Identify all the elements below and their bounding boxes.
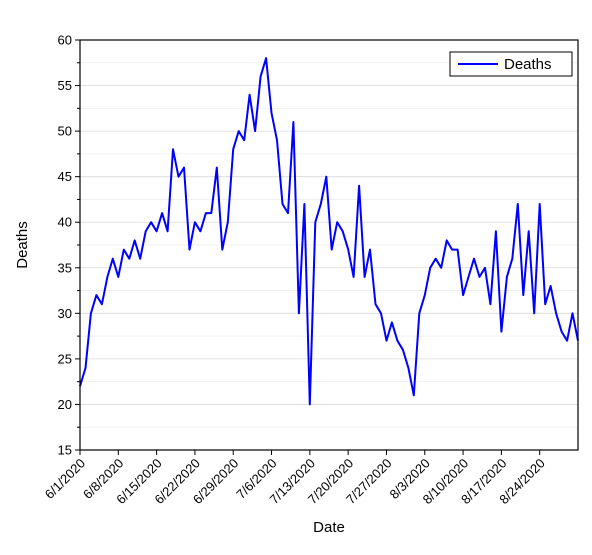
legend-label-deaths: Deaths: [504, 56, 552, 73]
y-axis-title: Deaths: [14, 221, 31, 269]
y-tick-label: 30: [58, 306, 72, 321]
y-tick-label: 60: [58, 33, 72, 48]
y-tick-label: 20: [58, 397, 72, 412]
y-tick-label: 50: [58, 124, 72, 139]
y-tick-label: 15: [58, 443, 72, 458]
y-tick-label: 45: [58, 169, 72, 184]
y-tick-label: 35: [58, 260, 72, 275]
series-layer: [79, 57, 579, 406]
y-tick-label: 40: [58, 215, 72, 230]
legend: Deaths: [449, 51, 573, 77]
x-axis-title: Date: [313, 519, 345, 536]
y-tick-label: 55: [58, 78, 72, 93]
plot-frame: [79, 39, 579, 451]
y-axis: 15 20 25 30 35 40 45 50 55 60: [58, 33, 80, 458]
series-line-deaths: [79, 57, 579, 406]
y-tick-label: 25: [58, 351, 72, 366]
